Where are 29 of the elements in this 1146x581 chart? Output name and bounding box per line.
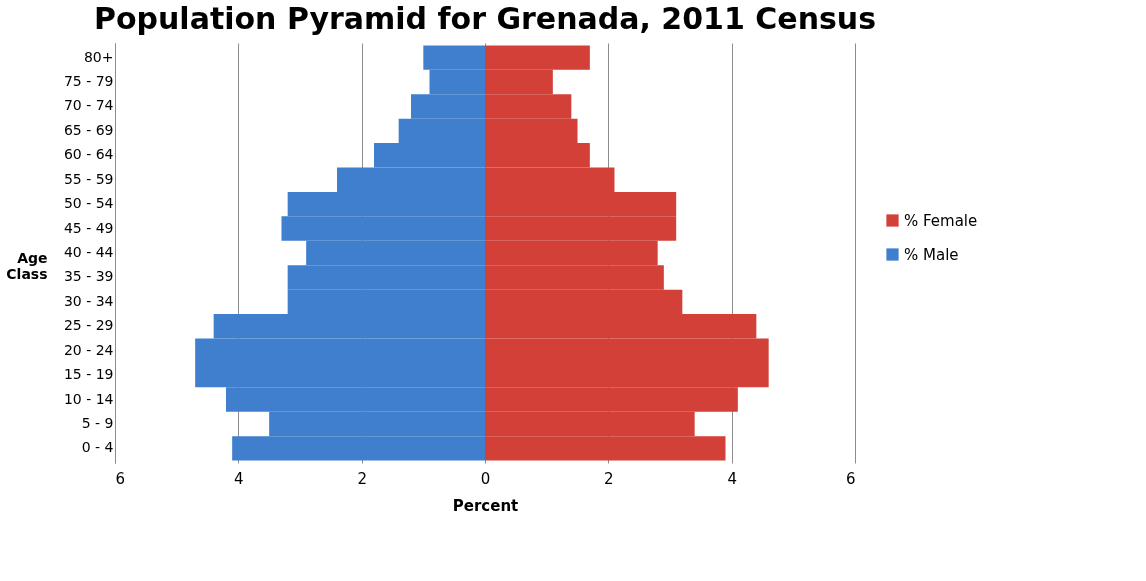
x-tick-label: 2 — [604, 469, 614, 488]
x-tick-label: 2 — [357, 469, 367, 488]
y-tick-label: 60 - 64 — [63, 146, 114, 163]
x-tick-label: 0 — [480, 469, 491, 488]
y-tick-label: 80+ — [83, 48, 114, 65]
y-tick-label: 50 - 54 — [63, 195, 114, 212]
y-tick-label: 25 - 29 — [63, 317, 114, 334]
y-tick-label: 70 - 74 — [63, 97, 114, 114]
y-tick-label: 10 - 14 — [63, 390, 114, 407]
x-tick-label: 6 — [845, 469, 856, 488]
y-tick-label: 0 - 4 — [81, 439, 114, 456]
y-tick-label: 15 - 19 — [63, 366, 114, 383]
chart-title: Population Pyramid for Grenada, 2011 Census — [93, 1, 877, 36]
legend-label: % Male — [904, 245, 959, 264]
y-tick-label: 30 - 34 — [63, 292, 114, 309]
x-tick-label: 4 — [727, 469, 737, 488]
legend-label: % Female — [904, 211, 978, 230]
y-tick-label: 55 - 59 — [63, 170, 114, 187]
y-tick-label: 40 - 44 — [63, 244, 114, 260]
y-tick-label: 20 - 24 — [63, 341, 114, 358]
y-tick-label: 35 - 39 — [63, 268, 114, 285]
y-tick-label: 5 - 9 — [81, 414, 114, 431]
x-tick-label: 4 — [234, 469, 244, 488]
x-axis-title: Percent — [452, 496, 519, 515]
y-axis-title: Age Class — [6, 249, 48, 282]
y-tick-label: 45 - 49 — [63, 219, 114, 236]
x-tick-label: 6 — [115, 469, 126, 488]
y-tick-label: 75 - 79 — [63, 73, 114, 90]
y-tick-label: 65 - 69 — [63, 121, 114, 138]
